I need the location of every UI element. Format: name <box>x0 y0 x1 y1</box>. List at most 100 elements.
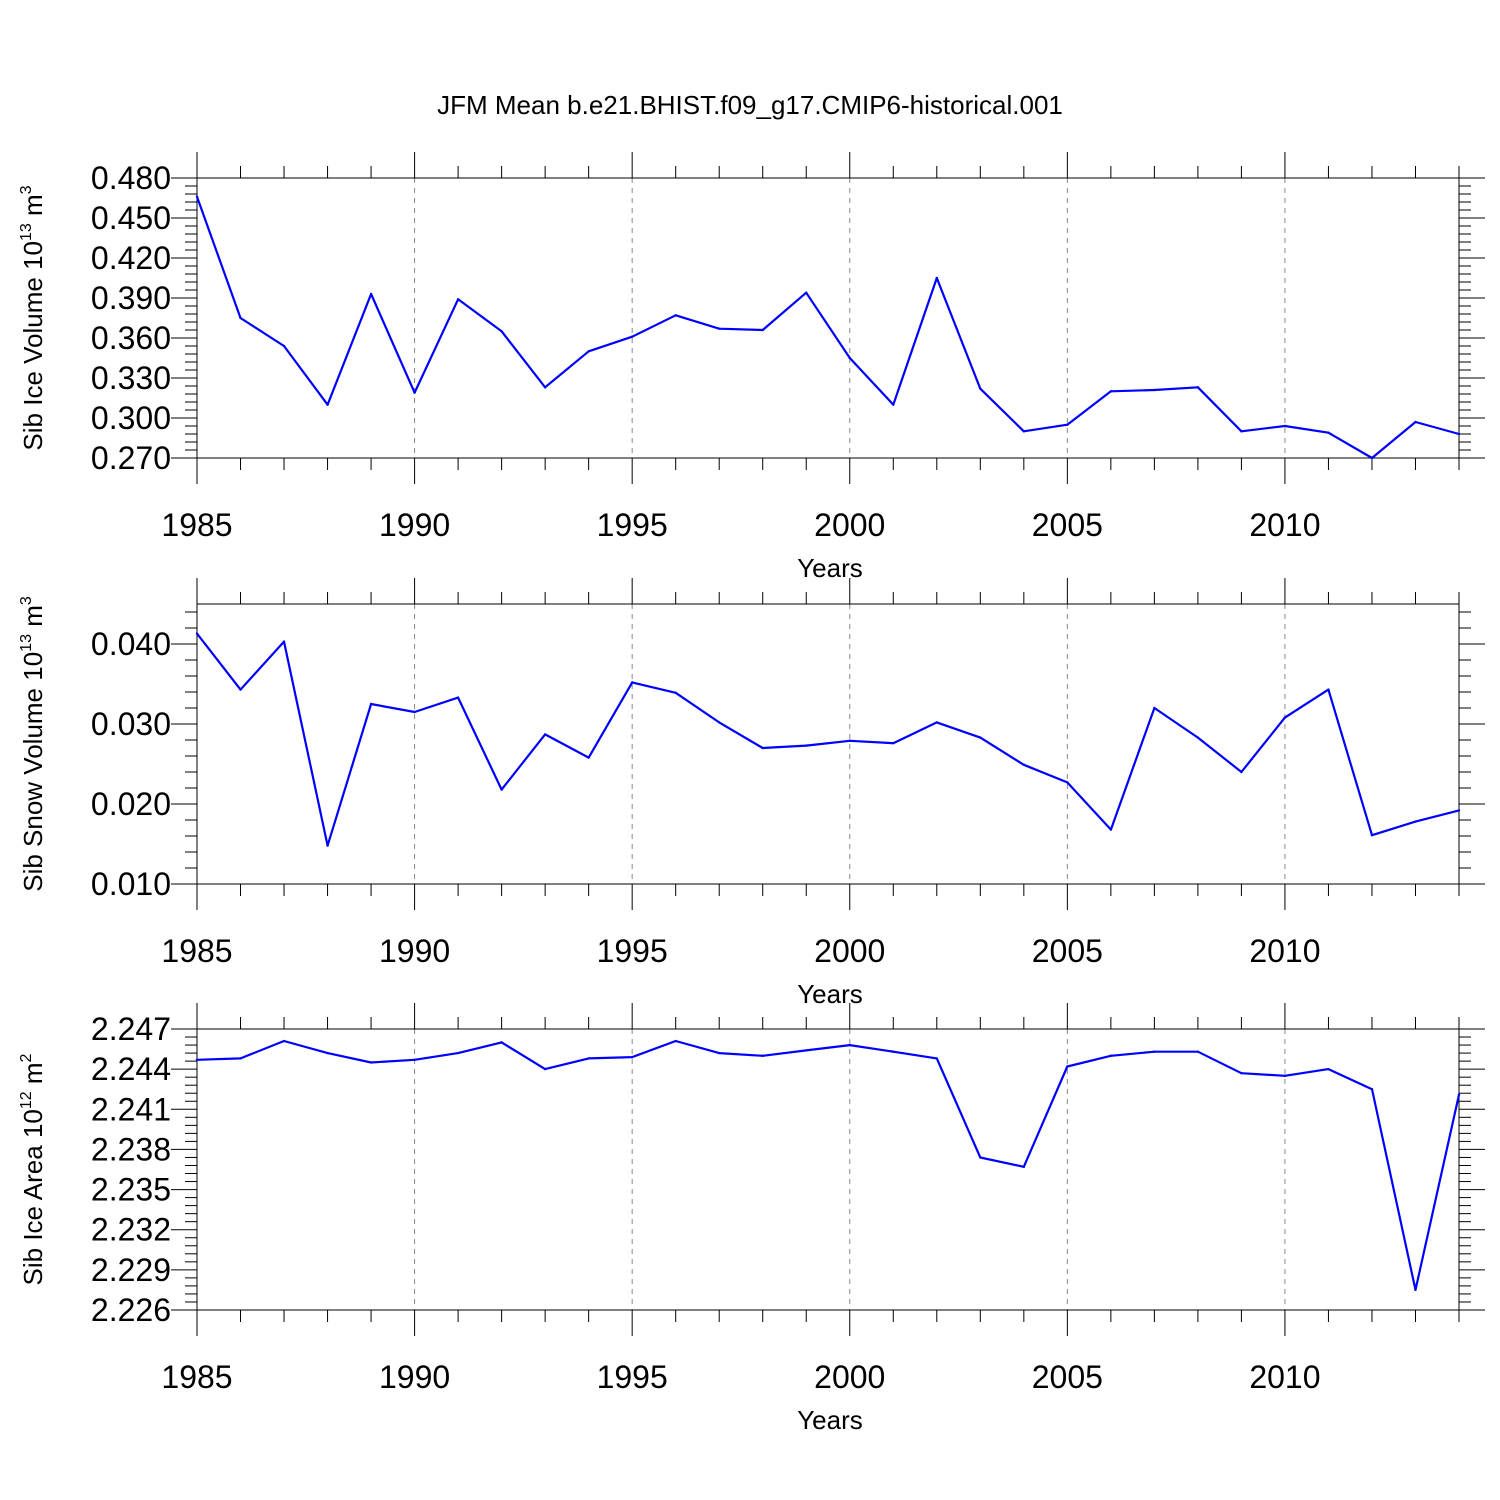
data-point <box>630 681 634 684</box>
data-point <box>1414 1288 1417 1292</box>
x-tick-label: 2010 <box>1249 1359 1320 1395</box>
data-point <box>195 195 199 198</box>
data-point <box>1109 390 1113 393</box>
data-point <box>935 721 938 724</box>
data-point <box>369 1061 373 1064</box>
data-point <box>587 1057 590 1060</box>
series-line-sib-ice-volume <box>195 196 1460 460</box>
data-point <box>1327 688 1330 691</box>
data-point <box>456 696 460 699</box>
data-point <box>369 702 373 706</box>
y-tick-label: 0.010 <box>91 866 171 902</box>
data-point <box>1066 781 1069 784</box>
x-tick-label: 2005 <box>1032 1359 1103 1395</box>
plot-frame <box>196 177 1460 459</box>
x-tick-label: 1990 <box>379 1359 450 1395</box>
data-point <box>413 391 416 394</box>
y-tick-label: 0.450 <box>91 200 171 236</box>
x-tick-label: 2005 <box>1032 933 1103 969</box>
data-point <box>1066 1065 1069 1068</box>
y-tick-label: 2.235 <box>91 1172 171 1208</box>
y-axis-label-unit-exponent: 3 <box>18 185 35 194</box>
data-point <box>1022 1165 1026 1169</box>
x-tick-label: 2000 <box>814 933 885 969</box>
data-point <box>1327 431 1330 434</box>
panel-sib-ice-area: 1985 1990 1995 2000 2005 2010 2.226 2.229 2.232 2… <box>18 1003 1485 1435</box>
data-point <box>1414 420 1417 424</box>
data-point <box>848 1043 851 1047</box>
data-point <box>979 736 982 739</box>
data-point <box>1109 828 1113 831</box>
data-point <box>1457 809 1461 812</box>
y-tick-label: 0.480 <box>91 160 171 196</box>
data-point <box>979 1156 982 1159</box>
x-axis-label: Years <box>797 979 863 1009</box>
panel-sib-ice-volume: 1985 1990 1995 2000 2005 2010 0.270 0.300 0.330 0… <box>18 152 1485 583</box>
data-point <box>369 292 373 296</box>
series-line-sib-snow-volume <box>196 632 1460 847</box>
data-point <box>1283 716 1287 719</box>
y-tick-label: 0.270 <box>91 440 171 476</box>
data-point <box>674 1039 677 1043</box>
data-point <box>1414 820 1417 823</box>
y-tick-label: 0.420 <box>91 240 171 276</box>
data-point <box>848 356 851 360</box>
x-tick-label: 2010 <box>1249 933 1320 969</box>
data-point <box>718 721 721 724</box>
y-tick-label: 0.300 <box>91 400 171 436</box>
y-axis-label: Sib Ice Area 1012 m2 <box>18 1053 48 1285</box>
y-tick-label: 0.330 <box>91 360 171 396</box>
data-point <box>1196 1050 1200 1053</box>
x-tick-label: 1990 <box>379 933 450 969</box>
data-point <box>282 640 286 643</box>
data-point <box>1109 1054 1113 1057</box>
data-point <box>1240 430 1243 433</box>
data-point <box>1327 1067 1330 1071</box>
x-tick-label: 2000 <box>814 507 885 543</box>
data-point <box>326 403 329 406</box>
y-axis-label-text: Sib Ice Area 10 <box>18 1109 48 1285</box>
data-point <box>892 403 895 406</box>
data-point <box>326 844 329 847</box>
panels: 1985 1990 1995 2000 2005 2010 0.270 0.300 0.330 0… <box>18 152 1485 1435</box>
plot-frame <box>196 603 1460 885</box>
x-axis-label: Years <box>797 553 863 583</box>
x-tick-label: 1995 <box>597 507 668 543</box>
x-tick-label: 2010 <box>1249 507 1320 543</box>
data-point <box>805 291 808 294</box>
data-point <box>543 733 547 736</box>
y-axis-label-unit: m <box>18 605 48 634</box>
data-point <box>456 298 460 301</box>
data-point <box>892 1050 895 1053</box>
data-point <box>1153 706 1156 710</box>
y-tick-label: 2.247 <box>91 1011 171 1047</box>
data-point <box>1066 423 1069 426</box>
plot-frame <box>196 1028 1460 1311</box>
y-axis-label-text: Sib Snow Volume 10 <box>18 652 48 892</box>
data-point <box>500 1041 503 1044</box>
data-point <box>805 1049 808 1052</box>
y-axis-label-exponent: 13 <box>18 634 35 652</box>
data-point <box>500 788 503 791</box>
data-point <box>718 1051 721 1055</box>
x-tick-label: 2005 <box>1032 507 1103 543</box>
data-point <box>630 335 634 338</box>
data-point <box>892 742 895 745</box>
chart-title: JFM Mean b.e21.BHIST.f09_g17.CMIP6-histo… <box>437 90 1063 120</box>
x-tick-label: 1985 <box>161 507 232 543</box>
data-point <box>1457 432 1461 436</box>
y-tick-label: 0.360 <box>91 320 171 356</box>
y-axis-label-text: Sib Ice Volume 10 <box>18 241 48 451</box>
data-point <box>456 1051 460 1055</box>
data-point <box>1370 456 1374 460</box>
data-point <box>674 314 677 317</box>
y-tick-label: 0.040 <box>91 626 171 662</box>
data-point <box>413 710 416 714</box>
data-point <box>282 1039 286 1043</box>
data-point <box>195 632 199 635</box>
y-axis-label: Sib Snow Volume 1013 m3 <box>18 596 48 892</box>
data-point <box>543 386 547 389</box>
data-point <box>1370 834 1374 837</box>
data-point <box>1022 763 1026 766</box>
y-tick-label: 0.020 <box>91 786 171 822</box>
